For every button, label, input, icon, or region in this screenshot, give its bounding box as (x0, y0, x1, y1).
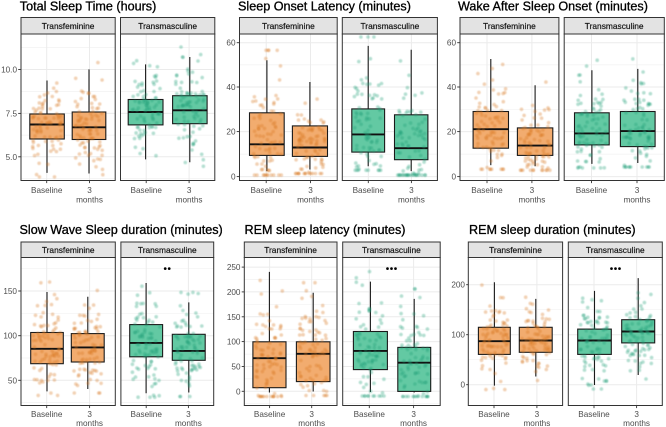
svg-text:3: 3 (87, 410, 92, 419)
svg-text:100: 100 (3, 332, 17, 341)
svg-text:3: 3 (187, 186, 192, 195)
svg-text:Transmasculine: Transmasculine (586, 245, 645, 255)
svg-text:0: 0 (451, 173, 456, 182)
svg-text:60: 60 (447, 39, 457, 48)
svg-text:Transfeminine: Transfeminine (264, 245, 317, 255)
svg-text:250: 250 (227, 263, 241, 272)
svg-text:3: 3 (308, 186, 313, 195)
svg-text:Transmasculine: Transmasculine (360, 21, 419, 31)
svg-text:months: months (298, 419, 325, 427)
svg-text:Sleep Onset Latency (minutes): Sleep Onset Latency (minutes) (238, 0, 411, 14)
svg-text:Transmasculine: Transmasculine (138, 245, 197, 255)
svg-text:0: 0 (231, 173, 236, 182)
svg-text:200: 200 (227, 288, 241, 297)
svg-text:Baseline: Baseline (576, 186, 608, 195)
svg-text:40: 40 (447, 83, 457, 92)
svg-text:0: 0 (460, 381, 465, 390)
svg-text:10.0: 10.0 (1, 66, 17, 75)
svg-text:Baseline: Baseline (578, 410, 610, 419)
svg-text:100: 100 (451, 331, 465, 340)
svg-text:40: 40 (226, 83, 236, 92)
svg-text:months: months (175, 419, 202, 427)
svg-text:50: 50 (231, 363, 241, 372)
svg-text:Baseline: Baseline (130, 410, 162, 419)
svg-text:Transfeminine: Transfeminine (42, 21, 95, 31)
svg-text:Transfeminine: Transfeminine (483, 21, 536, 31)
svg-text:months: months (623, 419, 650, 427)
svg-text:months: months (176, 196, 203, 205)
svg-text:Baseline: Baseline (31, 186, 63, 195)
svg-text:Transmasculine: Transmasculine (138, 21, 197, 31)
svg-text:Baseline: Baseline (478, 410, 510, 419)
svg-text:3: 3 (634, 410, 639, 419)
svg-text:REM sleep duration (minutes): REM sleep duration (minutes) (469, 223, 636, 237)
svg-text:months: months (76, 419, 103, 427)
svg-text:60: 60 (226, 39, 236, 48)
svg-text:3: 3 (411, 410, 416, 419)
svg-text:Slow Wave Sleep duration (minu: Slow Wave Sleep duration (minutes) (20, 223, 223, 237)
svg-text:5.0: 5.0 (6, 153, 18, 162)
svg-text:months: months (398, 196, 425, 205)
svg-text:months: months (76, 196, 103, 205)
svg-text:Baseline: Baseline (250, 186, 282, 195)
svg-text:Baseline: Baseline (130, 186, 162, 195)
svg-text:Transfeminine: Transfeminine (262, 21, 315, 31)
svg-text:3: 3 (309, 410, 314, 419)
svg-text:Baseline: Baseline (353, 186, 385, 195)
svg-text:3: 3 (186, 410, 191, 419)
svg-text:months: months (400, 419, 427, 427)
svg-text:months: months (518, 196, 545, 205)
svg-text:0: 0 (236, 387, 241, 396)
svg-text:20: 20 (226, 128, 236, 137)
svg-text:3: 3 (635, 186, 640, 195)
svg-text:Total Sleep Time (hours): Total Sleep Time (hours) (20, 0, 157, 14)
svg-text:150: 150 (3, 287, 17, 296)
svg-text:months: months (297, 196, 324, 205)
svg-text:3: 3 (409, 186, 414, 195)
svg-text:Transmasculine: Transmasculine (362, 245, 421, 255)
svg-text:3: 3 (530, 186, 535, 195)
svg-text:months: months (624, 196, 651, 205)
svg-text:months: months (523, 419, 550, 427)
svg-text:Baseline: Baseline (31, 410, 63, 419)
svg-text:3: 3 (535, 410, 540, 419)
svg-text:Baseline: Baseline (254, 410, 286, 419)
svg-text:50: 50 (8, 376, 18, 385)
svg-text:200: 200 (451, 281, 465, 290)
svg-text:20: 20 (447, 128, 457, 137)
svg-text:3: 3 (87, 186, 92, 195)
svg-text:Transfeminine: Transfeminine (42, 245, 95, 255)
svg-text:Baseline: Baseline (471, 186, 503, 195)
svg-text:Wake After Sleep Onset (minute: Wake After Sleep Onset (minutes) (458, 0, 648, 14)
svg-text:Baseline: Baseline (354, 410, 386, 419)
svg-text:Transmasculine: Transmasculine (585, 21, 644, 31)
svg-text:100: 100 (227, 338, 241, 347)
svg-text:150: 150 (227, 313, 241, 322)
svg-text:Transfeminine: Transfeminine (489, 245, 542, 255)
svg-text:REM sleep latency (minutes): REM sleep latency (minutes) (245, 223, 406, 237)
svg-text:7.5: 7.5 (6, 109, 18, 118)
